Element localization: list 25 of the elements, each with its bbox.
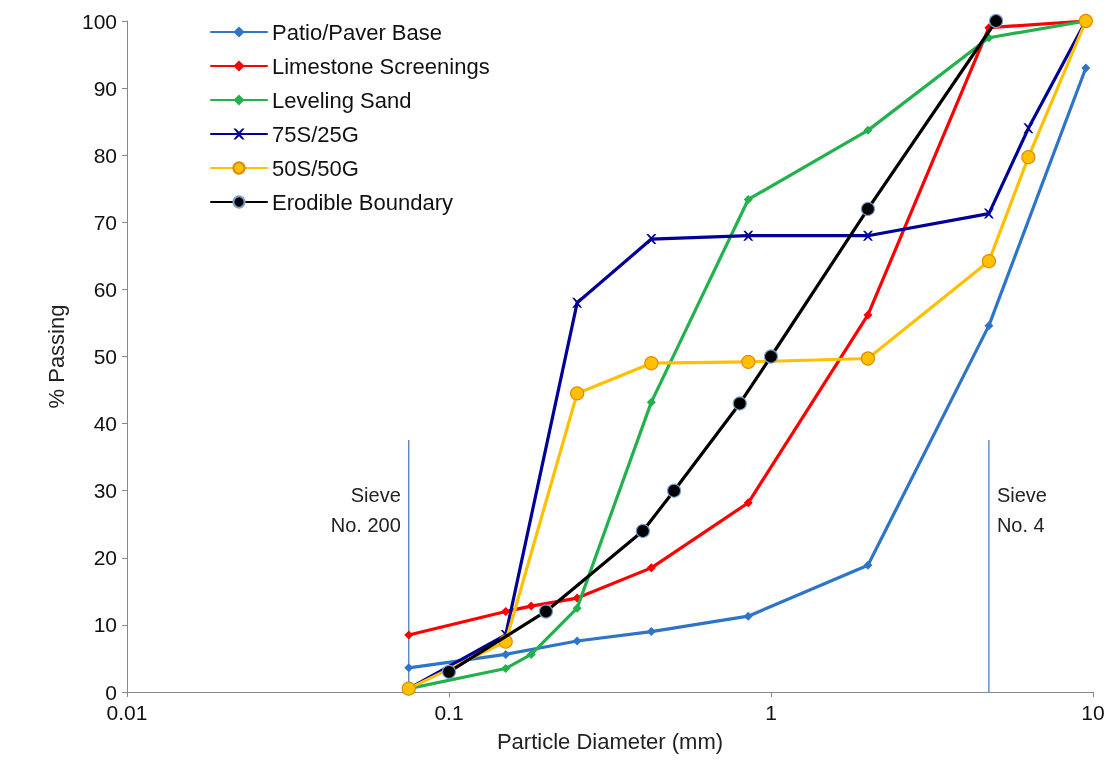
y-tick-label: 70 xyxy=(93,210,117,234)
y-tick-label: 20 xyxy=(93,546,117,570)
x-tick-label: 0.01 xyxy=(106,701,148,724)
x-tick-label: 10 xyxy=(1081,701,1105,724)
ref-line-label: Sieve No. 4 xyxy=(996,484,1047,536)
y-tick-label: 100 xyxy=(81,9,117,33)
x-tick-label: 0.1 xyxy=(434,701,464,724)
legend-label: Limestone Screenings xyxy=(272,53,490,79)
legend-label: Erodible Boundary xyxy=(272,189,454,215)
legend-label: Leveling Sand xyxy=(272,87,412,113)
y-tick-label: 10 xyxy=(93,613,117,637)
x-axis-title: Particle Diameter (mm) xyxy=(496,728,724,754)
ref-line-label: Sieve No. 200 xyxy=(330,484,401,536)
y-tick-label: 60 xyxy=(93,277,117,301)
y-tick-label: 0 xyxy=(105,680,117,704)
y-tick-label: 50 xyxy=(93,345,117,368)
legend-label: Patio/Paver Base xyxy=(272,19,442,45)
y-tick-label: 90 xyxy=(93,76,117,100)
y-tick-label: 30 xyxy=(93,479,117,503)
y-axis-title: % Passing xyxy=(43,304,69,409)
legend-label: 75S/25G xyxy=(272,121,359,147)
x-tick-label: 1 xyxy=(765,701,777,724)
legend-label: 50S/50G xyxy=(272,155,359,181)
y-tick-label: 40 xyxy=(93,412,117,436)
y-tick-label: 80 xyxy=(93,143,117,167)
